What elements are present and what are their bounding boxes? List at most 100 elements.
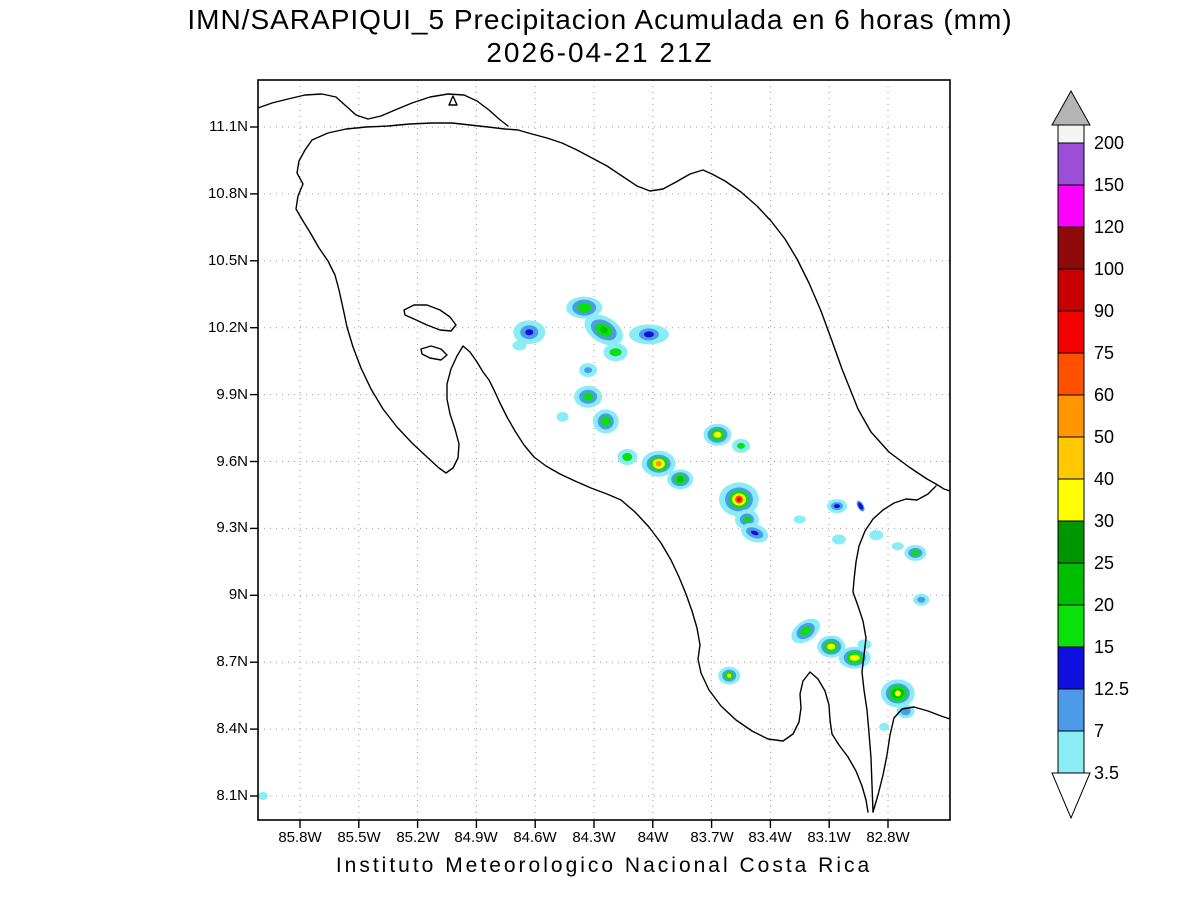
source-caption: Instituto Meteorologico Nacional Costa R… bbox=[335, 854, 873, 877]
colorbar bbox=[1051, 89, 1091, 820]
colorbar-segment bbox=[1057, 310, 1085, 354]
precip-contour bbox=[834, 504, 840, 509]
colorbar-segment bbox=[1057, 730, 1085, 774]
colorbar-label: 20 bbox=[1094, 595, 1115, 615]
chart-title: IMN/SARAPIQUI_5 Precipitacion Acumulada … bbox=[187, 4, 1013, 35]
precip-contour bbox=[879, 722, 890, 731]
precip-contour bbox=[556, 411, 569, 422]
x-tick-label: 83.4W bbox=[748, 829, 792, 846]
colorbar-segment bbox=[1057, 226, 1085, 270]
colorbar-segment bbox=[1057, 394, 1085, 438]
colorbar-label: 40 bbox=[1094, 469, 1115, 489]
y-tick-label: 9.3N bbox=[216, 519, 248, 536]
y-tick-label: 9.9N bbox=[216, 386, 248, 403]
precip-contour bbox=[911, 549, 920, 556]
precip-contour bbox=[917, 596, 926, 603]
colorbar-label: 120 bbox=[1094, 217, 1125, 237]
precip-contour bbox=[737, 497, 741, 502]
grid bbox=[258, 80, 950, 820]
precip-contour bbox=[713, 431, 722, 438]
colorbar-over-arrow bbox=[1051, 89, 1091, 126]
precip-contour bbox=[622, 453, 633, 461]
colorbar-label: 90 bbox=[1094, 301, 1115, 321]
y-tick-label: 9.6N bbox=[216, 453, 248, 470]
colorbar-label: 60 bbox=[1094, 385, 1115, 405]
precip-contour bbox=[894, 690, 901, 697]
precip-contour bbox=[655, 460, 662, 467]
precip-contour bbox=[600, 416, 611, 427]
coastline-lake-arenal bbox=[403, 304, 457, 332]
x-tick-label: 84.3W bbox=[572, 829, 616, 846]
x-tick-label: 84W bbox=[637, 829, 669, 846]
x-tick-label: 84.6W bbox=[513, 829, 557, 846]
colorbar-label: 7 bbox=[1094, 721, 1105, 741]
precip-contour bbox=[742, 516, 751, 523]
y-tick-label: 8.1N bbox=[216, 787, 248, 804]
y-tick-label: 10.8N bbox=[207, 185, 248, 202]
colorbar-label: 12.5 bbox=[1094, 679, 1130, 699]
colorbar-label: 15 bbox=[1094, 637, 1115, 657]
precip-contour bbox=[258, 792, 268, 800]
colorbar-label: 100 bbox=[1094, 259, 1125, 279]
colorbar-segment bbox=[1057, 646, 1085, 690]
colorbar-segment bbox=[1057, 604, 1085, 648]
x-tick-label: 85.2W bbox=[396, 829, 440, 846]
x-tick-label: 84.9W bbox=[454, 829, 498, 846]
y-tick-label: 8.7N bbox=[216, 653, 248, 670]
precip-contour bbox=[525, 329, 534, 336]
precip-contour bbox=[869, 530, 884, 541]
precip-contour bbox=[727, 673, 732, 678]
precip-contour bbox=[643, 331, 654, 338]
coastline-lake-island bbox=[448, 95, 458, 106]
y-tick-label: 8.4N bbox=[216, 720, 248, 737]
precip-contour bbox=[512, 340, 527, 351]
coastline-north-border-and-caribbean-coast bbox=[311, 122, 950, 492]
coastlines bbox=[258, 93, 950, 813]
x-tick-label: 85.8W bbox=[278, 829, 322, 846]
colorbar-label: 150 bbox=[1094, 175, 1125, 195]
precip-contour bbox=[737, 442, 745, 449]
precipitation-cells bbox=[258, 296, 930, 800]
precip-contour bbox=[793, 515, 806, 524]
x-tick-label: 85.5W bbox=[337, 829, 381, 846]
x-tick-label: 82.8W bbox=[866, 829, 910, 846]
coastline-pacific-coast bbox=[295, 139, 869, 813]
colorbar-segment bbox=[1057, 142, 1085, 186]
coastline-lake-nicaragua-shore bbox=[258, 93, 509, 127]
y-tick-label: 11.1N bbox=[209, 118, 248, 135]
y-tick-label: 10.5N bbox=[207, 252, 248, 269]
precip-contour bbox=[827, 643, 836, 650]
chart-subtitle: 2026-04-21 21Z bbox=[486, 37, 714, 68]
colorbar-under-arrow bbox=[1051, 772, 1091, 820]
precip-contour bbox=[800, 626, 812, 636]
precip-contour bbox=[832, 534, 846, 545]
colorbar-label: 30 bbox=[1094, 511, 1115, 531]
colorbar-segment bbox=[1057, 184, 1085, 228]
precip-contour bbox=[857, 639, 872, 650]
precip-contour bbox=[891, 542, 904, 551]
y-tick-label: 10.2N bbox=[207, 319, 248, 336]
y-tick-label: 9N bbox=[228, 586, 248, 603]
colorbar-label: 3.5 bbox=[1094, 763, 1120, 783]
colorbar-segment bbox=[1057, 562, 1085, 606]
colorbar-segment bbox=[1057, 478, 1085, 522]
colorbar-label: 200 bbox=[1094, 133, 1125, 153]
colorbar-segment bbox=[1057, 436, 1085, 480]
precip-contour bbox=[584, 367, 593, 374]
precip-contour bbox=[750, 530, 759, 536]
precip-contour bbox=[577, 302, 592, 313]
plot-frame bbox=[257, 79, 951, 821]
precip-contour bbox=[609, 348, 622, 357]
coastline-panama-border bbox=[852, 485, 937, 813]
precip-contour bbox=[857, 502, 864, 510]
colorbar-segment bbox=[1057, 688, 1085, 732]
colorbar-segment bbox=[1057, 352, 1085, 396]
colorbar-label: 50 bbox=[1094, 427, 1115, 447]
colorbar-label: 25 bbox=[1094, 553, 1115, 573]
precip-contour bbox=[849, 654, 860, 661]
colorbar-segment bbox=[1057, 268, 1085, 312]
colorbar-label: 75 bbox=[1094, 343, 1115, 363]
